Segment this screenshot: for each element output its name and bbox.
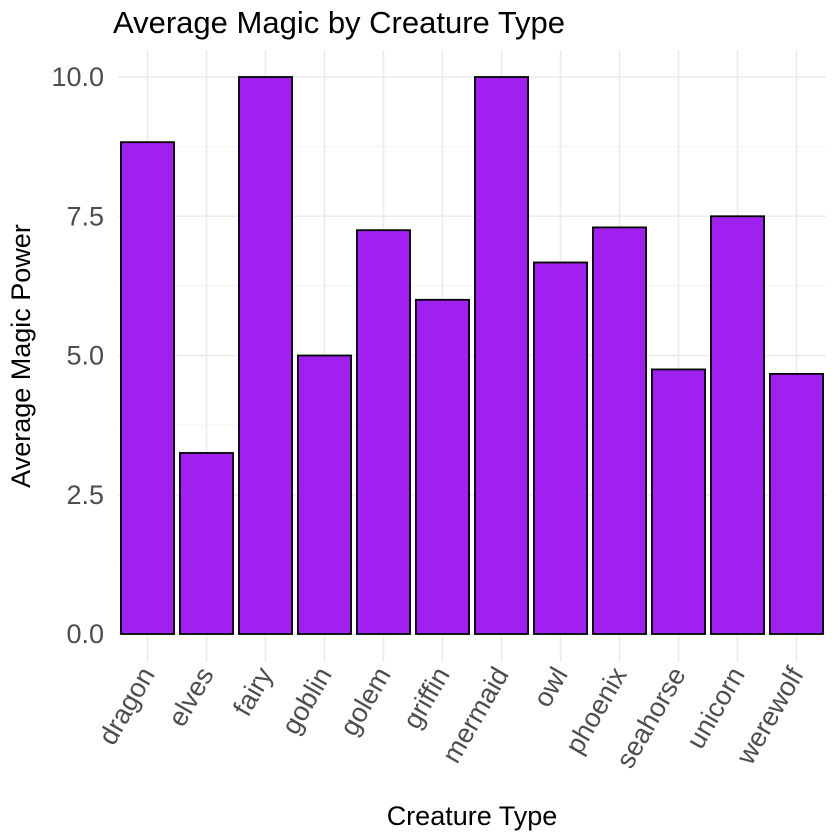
y-tick-label: 7.5 (66, 201, 104, 231)
bar-fairy (238, 76, 293, 635)
bar-owl (533, 261, 588, 635)
x-tick-label-goblin: goblin (276, 662, 338, 739)
y-tick-label: 10.0 (51, 62, 104, 92)
bar-goblin (297, 354, 352, 635)
chart-title: Average Magic by Creature Type (113, 5, 565, 40)
y-tick-label: 0.0 (66, 619, 104, 649)
x-axis-title: Creature Type (387, 801, 558, 831)
bars-group (120, 76, 824, 635)
bar-golem (356, 229, 411, 635)
x-tick-label-elves: elves (162, 662, 219, 732)
x-tick-label-owl: owl (527, 662, 573, 712)
y-axis-ticks: 0.0 2.5 5.0 7.5 10.0 (51, 62, 104, 649)
bar-seahorse (651, 368, 706, 635)
x-tick-label-griffin: griffin (397, 662, 456, 734)
x-tick-label-fairy: fairy (227, 662, 279, 722)
bar-elves (179, 452, 234, 635)
bar-griffin (415, 298, 470, 635)
y-tick-label: 2.5 (66, 480, 104, 510)
y-tick-label: 5.0 (66, 341, 104, 371)
bar-unicorn (710, 215, 765, 635)
bar-dragon (120, 141, 175, 635)
bar-mermaid (474, 76, 529, 635)
x-tick-label-dragon: dragon (93, 662, 161, 750)
bar-werewolf (769, 372, 824, 635)
x-tick-label-golem: golem (334, 662, 397, 741)
bar-phoenix (592, 226, 647, 635)
y-axis-title: Average Magic Power (6, 224, 36, 488)
